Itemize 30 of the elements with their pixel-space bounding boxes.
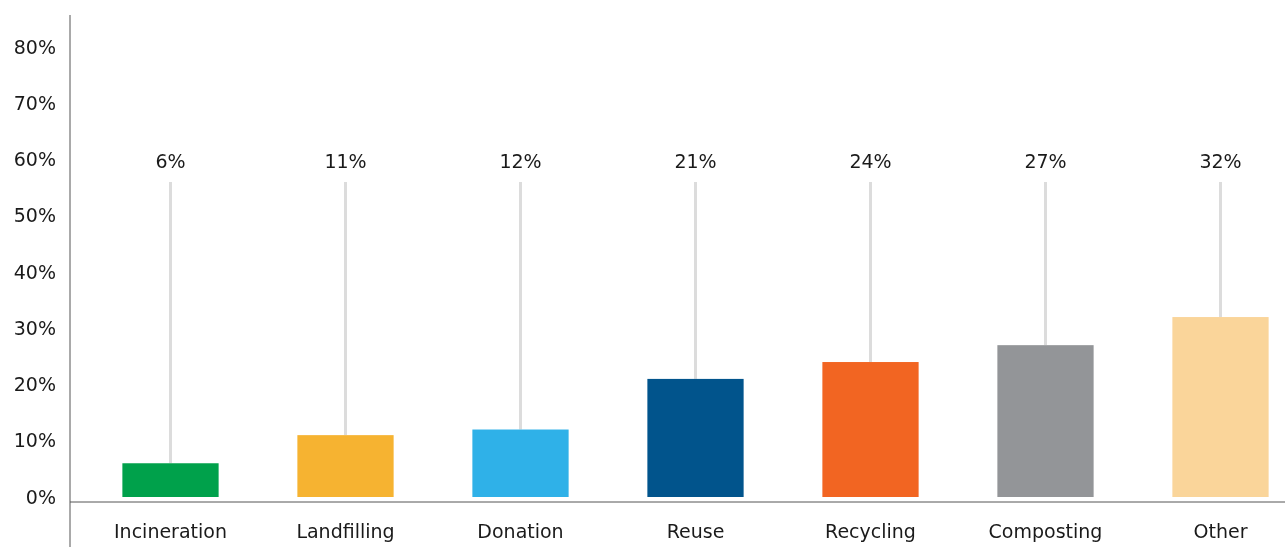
bar [997,345,1094,497]
y-tick-label: 30% [13,316,56,339]
bar [297,435,394,497]
data-label: 6% [155,150,186,172]
y-tick-label: 10% [13,429,56,452]
y-tick-label: 80% [13,35,56,58]
y-tick-label: 70% [13,91,56,114]
y-tick-label: 20% [13,373,56,396]
x-tick-label: Composting [988,520,1103,542]
y-tick-label: 0% [25,485,56,508]
bar [472,429,569,497]
data-label: 11% [324,150,367,172]
bar [1172,317,1269,497]
bar [822,362,919,497]
data-label: 32% [1199,150,1242,172]
y-tick-label: 60% [13,148,56,171]
bar [647,378,744,497]
data-label: 24% [849,150,892,172]
data-label: 12% [499,150,542,172]
y-tick-label: 40% [13,260,56,283]
data-label: 27% [1024,150,1067,172]
x-tick-label: Other [1193,520,1248,542]
x-tick-label: Incineration [114,520,227,542]
y-tick-label: 50% [13,204,56,227]
x-tick-label: Recycling [825,520,916,542]
x-tick-label: Reuse [666,520,725,542]
x-tick-label: Landfilling [296,520,395,542]
data-label: 21% [674,150,717,172]
bar [122,463,219,497]
x-tick-label: Donation [477,520,564,542]
